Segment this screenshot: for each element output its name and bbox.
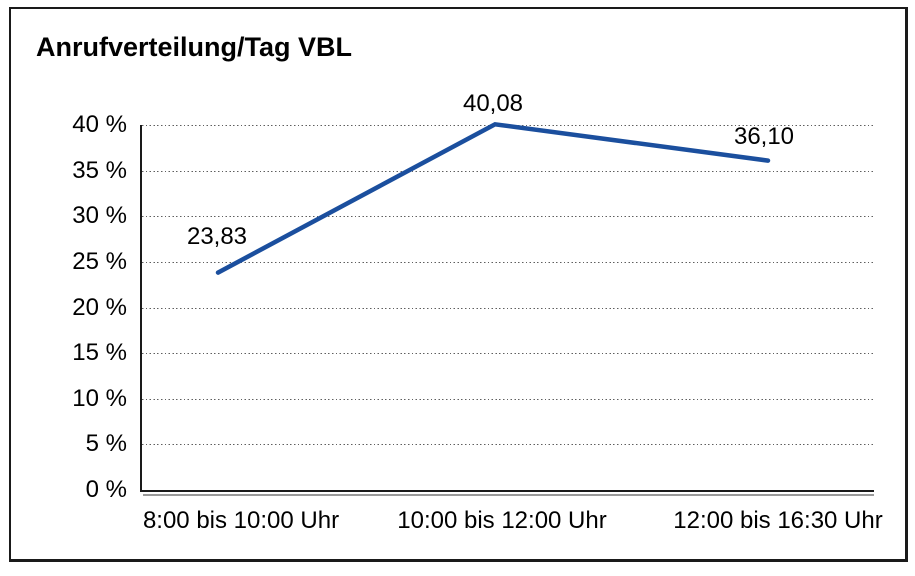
chart-border-frame [9,7,908,562]
y-tick-label: 40 % [72,111,127,138]
x-category-label: 8:00 bis 10:00 Uhr [142,507,340,534]
y-tick-label: 10 % [72,384,127,412]
gridline [142,170,873,172]
gridline [142,216,873,218]
x-axis-line [140,490,874,492]
gridline [142,398,873,400]
gridline [142,261,873,263]
gridline [142,307,873,309]
y-tick-label: 20 % [72,293,127,321]
y-axis-line [140,125,142,492]
chart-title: Anrufverteilung/Tag VBL [36,32,353,62]
x-category-label: 12:00 bis 16:30 Uhr [673,507,883,534]
gridline [142,444,873,446]
y-tick-label: 30 % [72,202,127,230]
y-tick-label: 25 % [72,247,127,275]
data-label: 23,83 [186,223,248,250]
y-tick-label: 35 % [72,156,127,184]
gridline [142,353,873,355]
data-label: 36,10 [733,123,795,150]
y-tick-label: 5 % [85,430,127,458]
y-tick-label: 15 % [72,339,127,367]
x-axis-shadow-line [143,494,874,496]
data-label: 40,08 [462,90,524,117]
y-tick-label: 0 % [85,476,127,503]
x-category-label: 10:00 bis 12:00 Uhr [397,507,607,534]
